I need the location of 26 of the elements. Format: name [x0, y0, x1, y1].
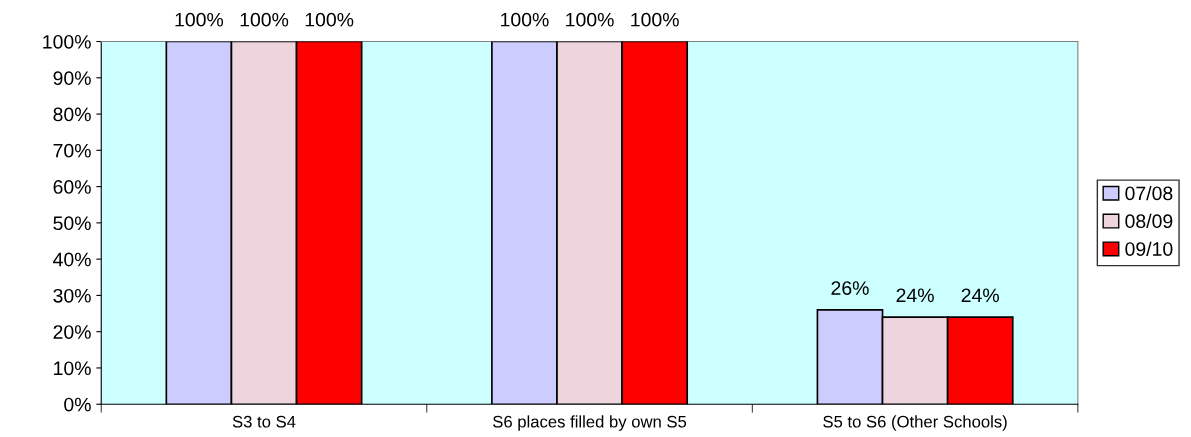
y-tick-label: 90%	[53, 71, 91, 86]
y-tick-label: 100%	[43, 34, 91, 49]
data-label: 26%	[831, 281, 869, 295]
data-label: 100%	[501, 12, 549, 27]
y-tick-label: 80%	[53, 107, 91, 122]
y-tick-label: 60%	[53, 180, 91, 194]
data-label: 100%	[566, 12, 614, 27]
data-label: 100%	[631, 12, 679, 27]
y-tick-label: 30%	[53, 288, 91, 303]
y-tick-label: 70%	[53, 143, 91, 158]
legend-label: 09/10	[1125, 241, 1173, 256]
data-label: 100%	[240, 12, 289, 27]
x-tick-label: S3 to S4	[232, 415, 296, 428]
data-label: 24%	[961, 288, 999, 303]
legend-label: 07/08	[1125, 185, 1173, 201]
x-tick-label: S5 to S6 (Other Schools)	[823, 415, 1007, 431]
y-tick-label: 20%	[53, 325, 91, 339]
data-label: 100%	[305, 12, 354, 27]
data-label: 24%	[896, 288, 934, 303]
x-tick-label: S6 places filled by own S5	[493, 415, 687, 431]
y-tick-label: 0%	[64, 397, 91, 412]
y-tick-label: 10%	[54, 361, 91, 376]
legend-label: 08/09	[1125, 213, 1173, 229]
data-label: 100%	[175, 12, 224, 27]
y-tick-label: 40%	[53, 252, 91, 267]
y-tick-label: 50%	[53, 216, 91, 231]
